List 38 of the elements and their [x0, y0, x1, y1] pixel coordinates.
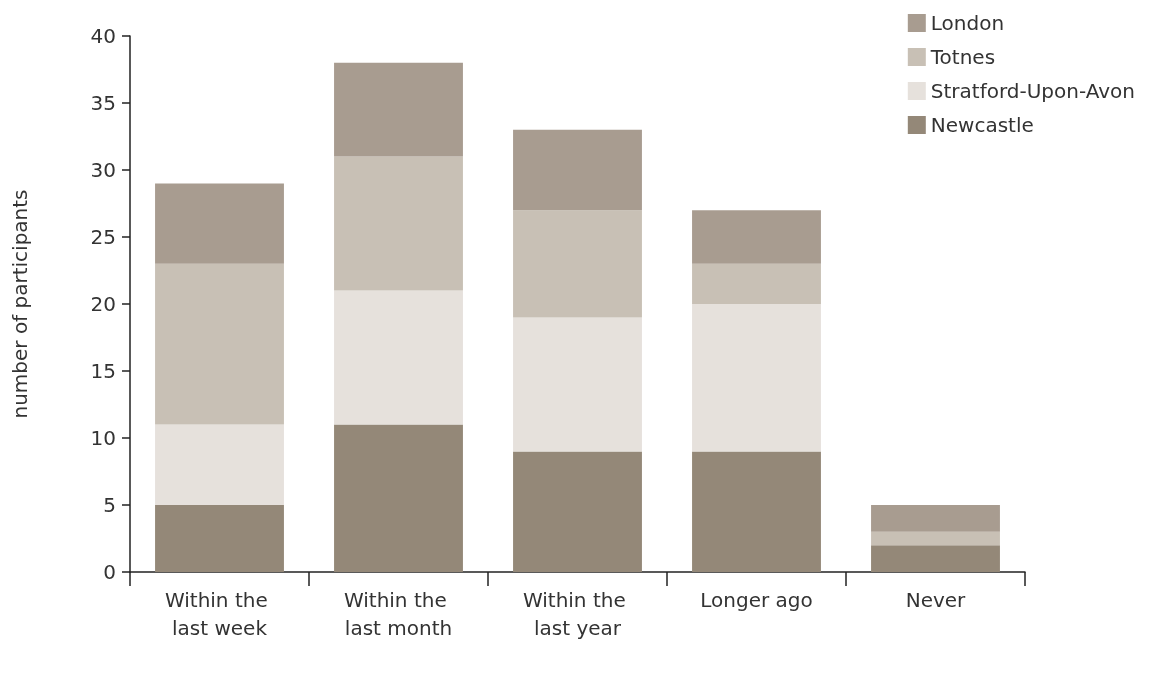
y-tick-label: 0 [103, 560, 116, 584]
bar [513, 210, 642, 318]
y-tick-label: 15 [90, 359, 116, 383]
bar [155, 424, 284, 505]
bar [871, 531, 1000, 546]
legend-label: Stratford-Upon-Avon [930, 79, 1135, 103]
y-tick-label: 35 [90, 91, 116, 115]
x-tick-label: Longer ago [700, 588, 813, 612]
bar [692, 451, 821, 572]
y-tick-label: 20 [90, 292, 116, 316]
x-tick-label: Within the last week [164, 588, 275, 640]
legend-label: London [930, 11, 1005, 35]
y-tick-label: 30 [90, 158, 116, 182]
bar [513, 317, 642, 452]
bar [871, 505, 1000, 532]
y-tick-label: 10 [90, 426, 116, 450]
bar [155, 183, 284, 264]
bar [692, 210, 821, 264]
bar [692, 304, 821, 452]
bar [334, 424, 463, 572]
bar [334, 156, 463, 291]
legend-label: Totnes [929, 45, 996, 69]
bar [513, 129, 642, 211]
bar [334, 62, 463, 157]
y-tick-label: 40 [90, 24, 116, 48]
bar [871, 545, 1000, 572]
legend-label: Newcastle [930, 113, 1034, 137]
x-tick-label: Within the last year [522, 588, 633, 640]
x-tick-label: Never [905, 588, 967, 612]
y-tick-label: 5 [103, 493, 116, 517]
bar [513, 451, 642, 572]
y-axis-title: number of participants [8, 189, 32, 419]
bar [155, 505, 284, 572]
y-tick-label: 25 [90, 225, 116, 249]
bar [692, 263, 821, 304]
x-tick-label: Within the last month [343, 588, 454, 640]
bar [155, 263, 284, 425]
bar [334, 290, 463, 425]
